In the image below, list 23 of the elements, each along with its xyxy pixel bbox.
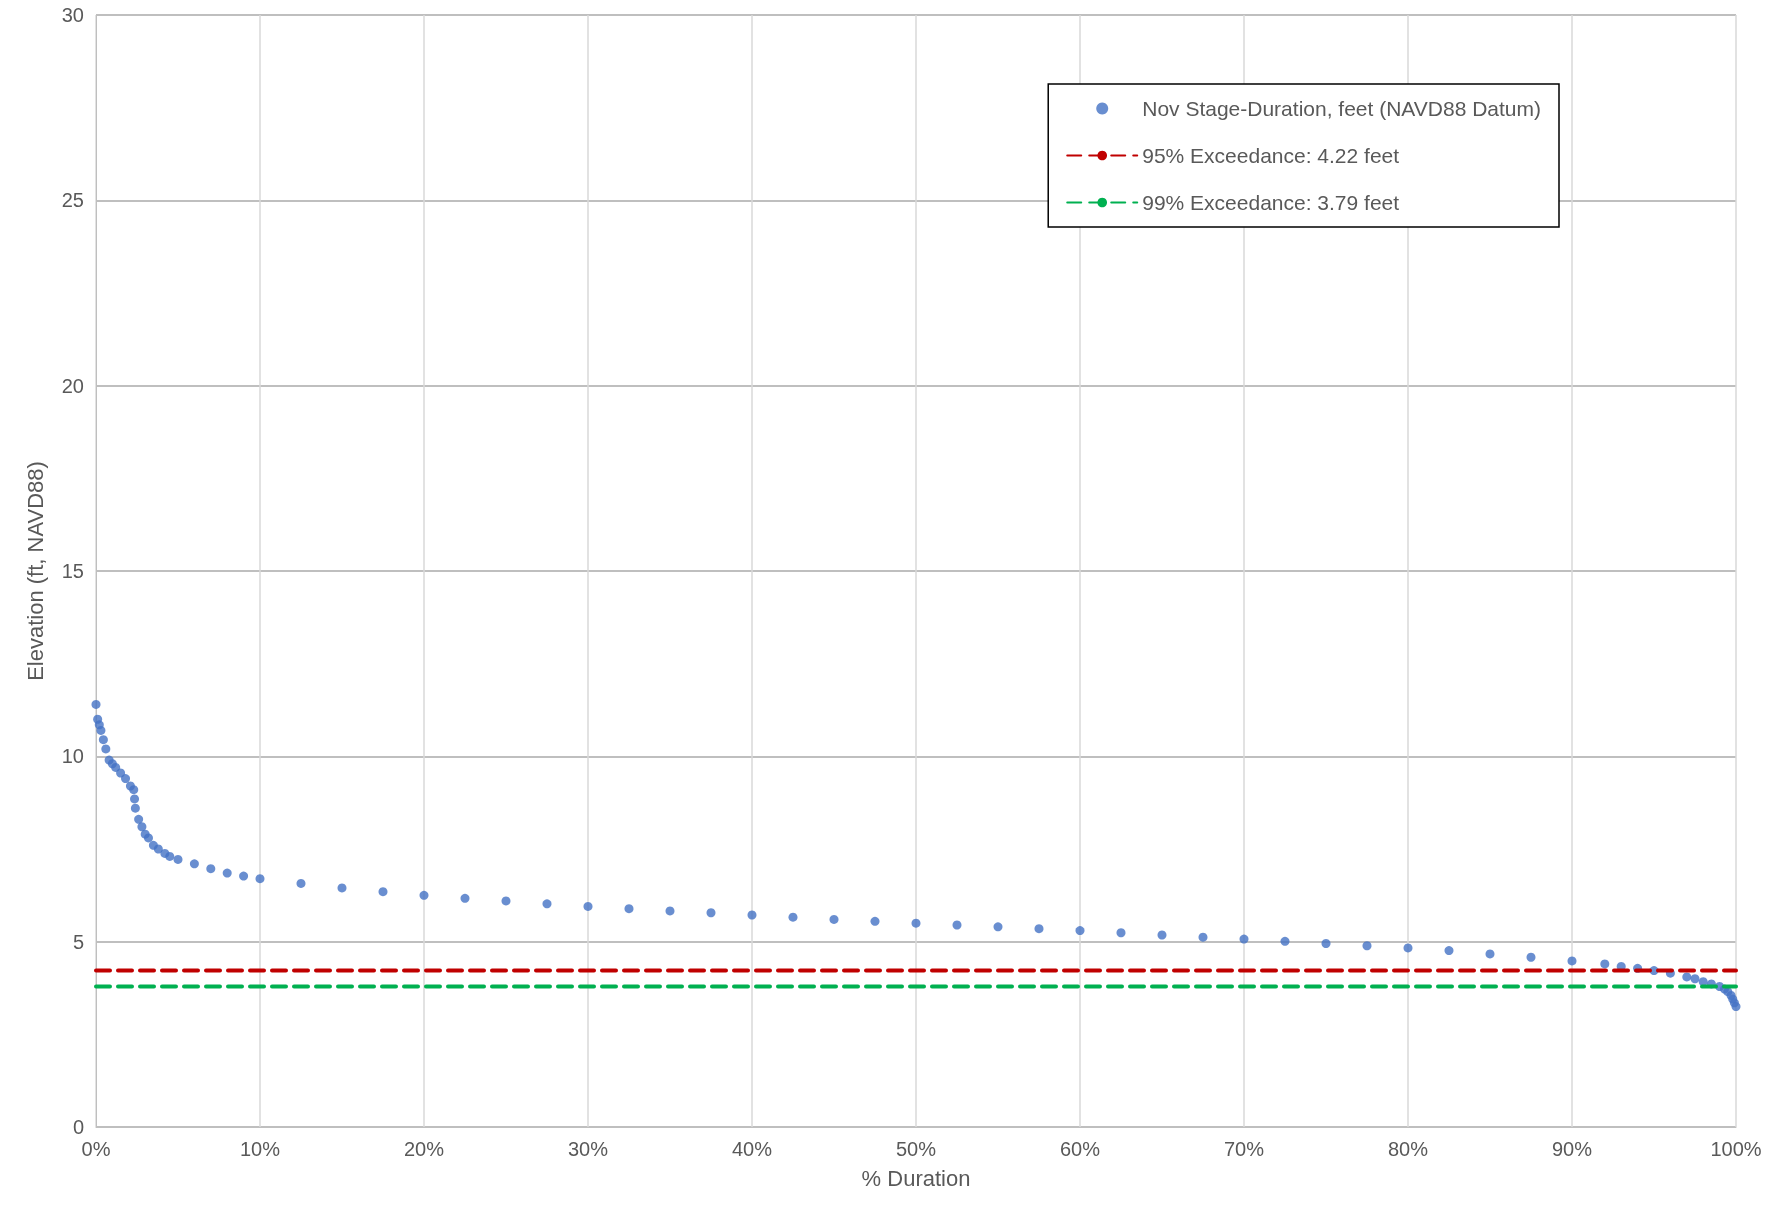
y-tick-label: 0 [72, 1116, 84, 1138]
x-tick-label: 60% [1059, 1138, 1101, 1160]
x-tick-label: 30% [567, 1138, 609, 1160]
legend-label: Nov Stage-Duration, feet (NAVD88 Datum) [1142, 97, 1542, 120]
x-tick-label: 50% [895, 1138, 937, 1160]
y-tick-label: 10 [61, 745, 84, 768]
x-tick-label: 80% [1387, 1138, 1429, 1160]
legend-label: 95% Exceedance: 4.22 feet [1142, 144, 1400, 167]
y-tick-label: 15 [61, 560, 84, 582]
y-tick-label: 5 [72, 930, 84, 953]
legend-label: 99% Exceedance: 3.79 feet [1142, 191, 1400, 214]
x-tick-label: 100% [1710, 1138, 1762, 1160]
y-tick-label: 30 [61, 4, 84, 26]
x-tick-label: 70% [1223, 1138, 1265, 1160]
x-tick-label: 40% [731, 1138, 773, 1160]
y-tick-label: 20 [61, 374, 84, 397]
x-tick-label: 10% [239, 1138, 281, 1160]
x-tick-label: 90% [1551, 1138, 1593, 1160]
x-tick-label: 0% [81, 1138, 111, 1160]
x-tick-label: 20% [403, 1138, 445, 1160]
y-axis-title: Elevation (ft, NAVD88) [22, 461, 48, 681]
x-axis-title: % Duration [861, 1165, 971, 1191]
y-tick-label: 25 [61, 189, 84, 212]
